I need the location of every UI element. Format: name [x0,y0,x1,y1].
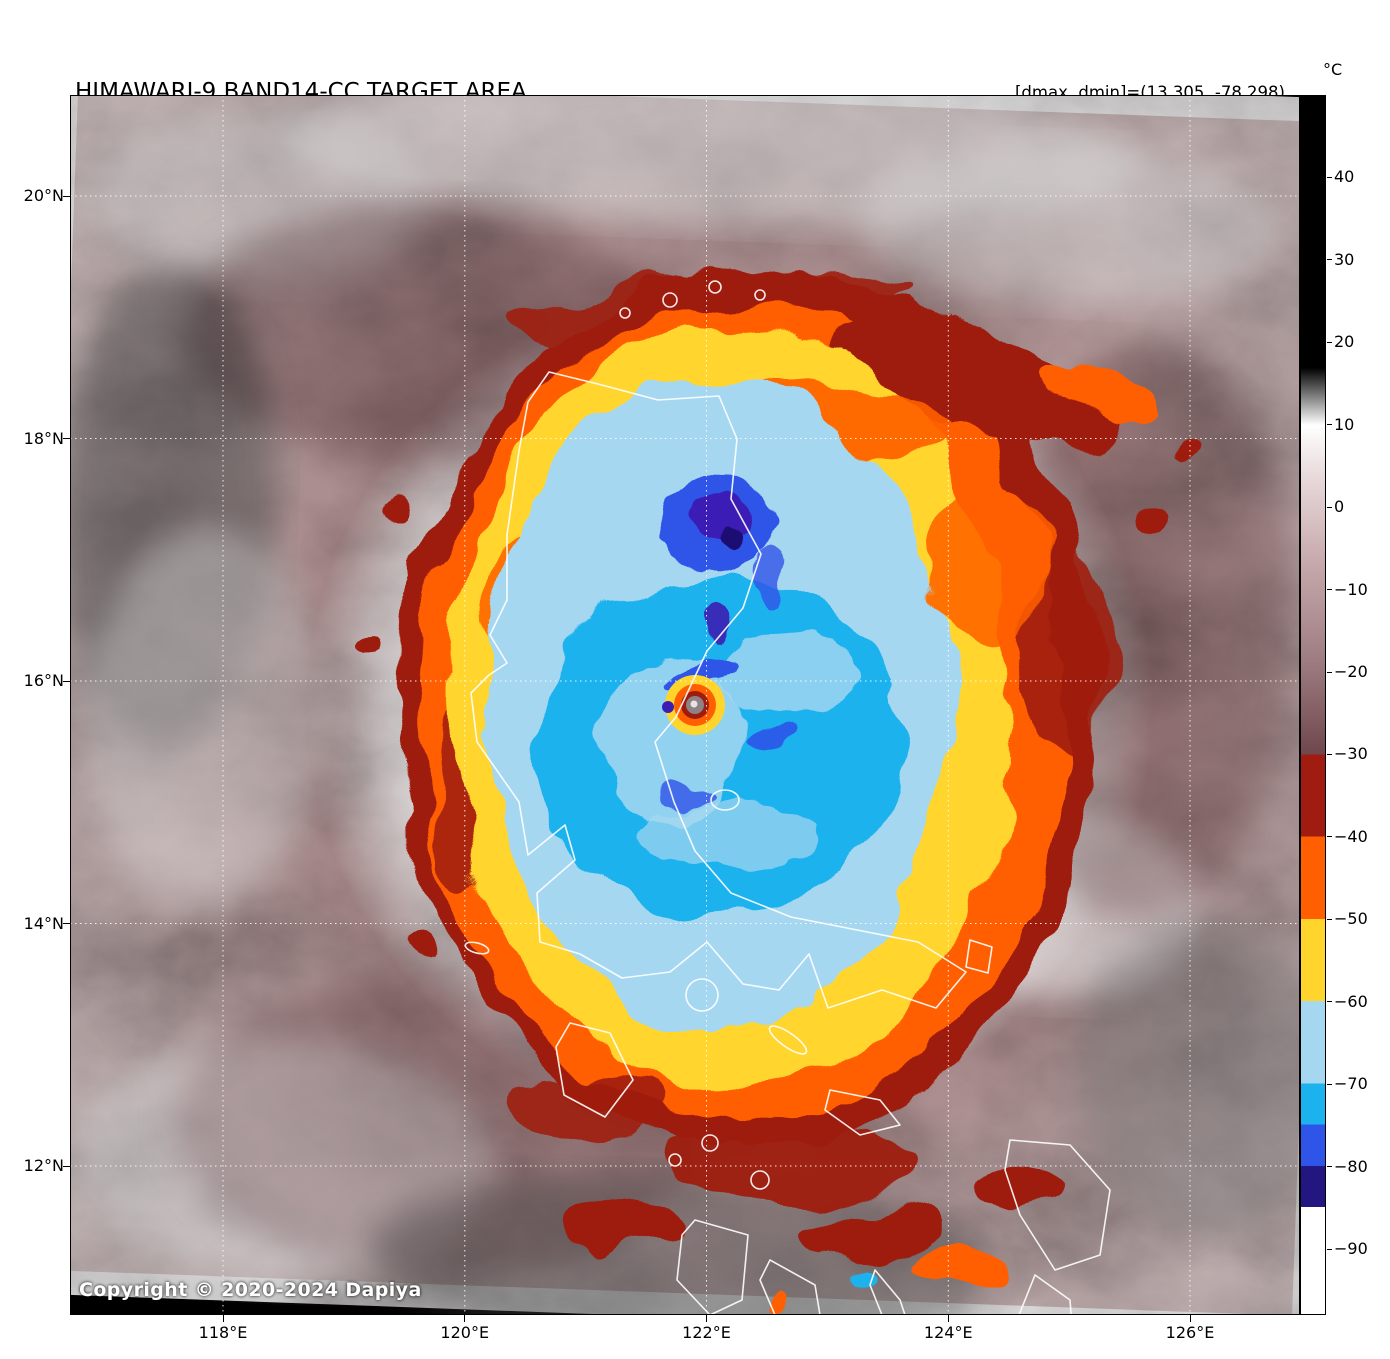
colorbar-tick-label: 30 [1334,249,1355,269]
lon-tick-label: 122°E [682,1323,731,1342]
colorbar-tick-label: 20 [1334,332,1355,352]
colorbar-tickmark [1327,341,1332,343]
lon-tick-label: 126°E [1165,1323,1215,1342]
colorbar-tickmark [1327,671,1332,673]
colorbar-tickmark [1327,753,1332,755]
colorbar-tick-label: −10 [1334,579,1368,599]
coastline-marinduque [685,978,719,1012]
lon-tick-label: 124°E [923,1323,973,1342]
colorbar-unit-label: °C [1323,60,1343,79]
colorbar-tick-label: 40 [1334,167,1355,187]
coastline-masbate [824,1089,901,1136]
colorbar-tickmark [1327,506,1332,508]
lat-tick-label: 16°N [23,671,64,690]
coastline-romblon [701,1134,719,1152]
coastline-negros [759,1259,821,1315]
colorbar-tickmark [1327,918,1332,920]
coastline-lubang [464,941,490,955]
temperature-colorbar [1300,95,1326,1315]
coastline-sibuyan [750,1170,770,1190]
lon-tick-label: 120°E [440,1323,490,1342]
coastline-babuyan-4 [754,289,766,301]
coastline-polillo [710,789,740,811]
coastline-mindoro [555,1022,634,1118]
colorbar-tick-label: −60 [1334,991,1368,1011]
lon-tickmark [1189,1315,1191,1322]
lat-tickmark [63,680,70,682]
graticule [70,95,1300,1315]
lon-tick-label: 118°E [198,1323,248,1342]
coastline-catanduanes [965,939,993,974]
lat-tickmark [63,438,70,439]
storm-eye [662,675,725,735]
colorbar-tickmark [1327,836,1332,838]
lat-tickmark [63,923,70,924]
colorbar-tick-label: 0 [1334,497,1345,517]
lat-tick-label: 12°N [23,1156,64,1175]
coastline-babuyan-1 [662,292,678,308]
coastline-luzon [470,371,967,1009]
lon-tickmark [947,1315,949,1322]
lat-tickmark [63,1165,70,1167]
lon-tickmark [706,1315,707,1322]
colorbar-tickmark [1327,1083,1332,1085]
plot-border [70,95,1300,1315]
lon-tickmark [464,1315,466,1322]
colorbar-tick-label: −40 [1334,826,1368,846]
colorbar-tick-label: −50 [1334,909,1368,929]
colorbar-tick-label: 10 [1334,414,1355,434]
colorbar-tick-label: −90 [1334,1239,1368,1259]
coastlines [464,280,1111,1315]
lon-tickmark [222,1315,224,1322]
colorbar-tick-label: −30 [1334,744,1368,764]
coastline-babuyan-3 [619,307,631,319]
coastline-leyte [1018,1274,1072,1315]
colorbar-tickmark [1327,424,1332,426]
colorbar-tickmark [1327,589,1332,591]
page-title: HIMAWARI-9 BAND14-CC TARGET AREA [75,79,527,106]
coastline-cebu [869,1269,906,1315]
colorbar-tick-label: −80 [1334,1156,1368,1176]
coastline-burias [768,1025,808,1055]
colorbar-tickmark [1327,1166,1332,1168]
coastline-babuyan-2 [708,280,722,294]
coastline-panay [676,1219,749,1315]
lat-tick-label: 20°N [23,186,64,205]
colorbar-tickmark [1327,1001,1332,1003]
copyright: Copyright © 2020-2024 Dapiya [79,1279,422,1301]
colorbar-tickmark [1327,259,1332,261]
lat-tick-label: 18°N [23,428,64,448]
lat-tick-label: 14°N [23,913,64,933]
colorbar-tick-label: −70 [1334,1074,1368,1094]
colorbar-tickmark [1327,176,1332,178]
lat-tickmark [63,195,70,197]
colorbar-tickmark [1327,1248,1332,1250]
satellite-map: Copyright © 2020-2024 Dapiya [70,95,1300,1315]
satellite-image [70,95,1300,1315]
coastline-samar [1004,1139,1111,1271]
colorbar-tick-label: −20 [1334,662,1368,682]
